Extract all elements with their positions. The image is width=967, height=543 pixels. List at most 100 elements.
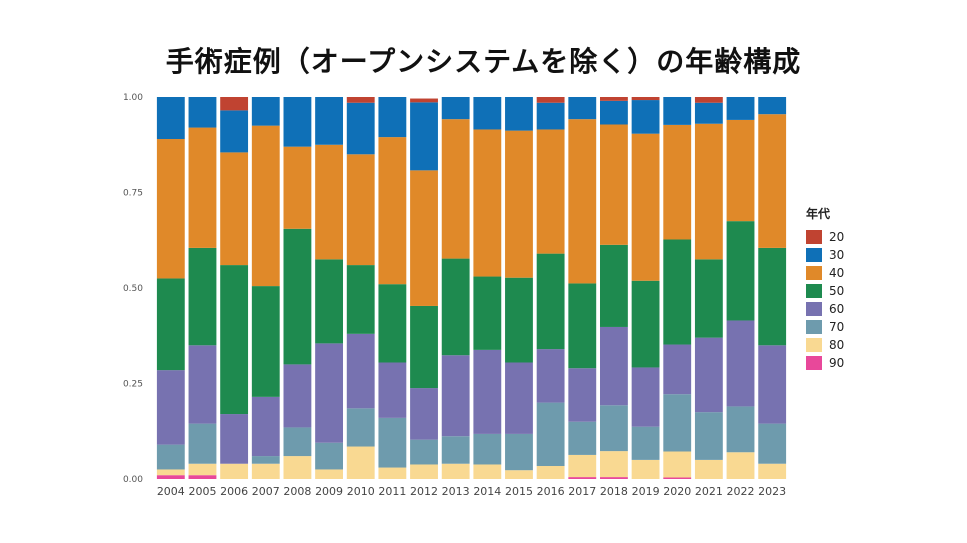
bar-segment-2018-70 — [600, 405, 628, 452]
x-tick-label: 2011 — [378, 485, 406, 498]
x-tick-label: 2008 — [283, 485, 311, 498]
bar-segment-2004-90 — [156, 475, 185, 479]
bar-segment-2011-30 — [378, 97, 407, 138]
x-tick-label: 2020 — [663, 485, 691, 498]
bar-segment-2021-50 — [694, 259, 723, 338]
bar-segment-2008-60 — [283, 364, 312, 428]
y-tick-label: 0.25 — [123, 380, 143, 390]
legend-label: 60 — [829, 302, 845, 316]
chart-title: 手術症例（オープンシステムを除く）の年齢構成 — [165, 45, 802, 78]
bar-segment-2006-80 — [220, 463, 249, 479]
bar-segment-2020-40 — [663, 124, 692, 240]
x-tick-label: 2018 — [600, 485, 628, 498]
bar-segment-2009-70 — [315, 442, 343, 470]
bar-segment-2018-50 — [600, 244, 628, 327]
bar-segment-2004-40 — [156, 139, 185, 279]
bar-segment-2005-40 — [188, 127, 217, 248]
bar-segment-2005-70 — [188, 423, 217, 464]
x-tick-label: 2014 — [473, 485, 501, 498]
bar-segment-2020-70 — [663, 394, 692, 452]
bar-segment-2005-50 — [188, 247, 217, 346]
x-tick-label: 2012 — [410, 485, 438, 498]
x-tick-label: 2016 — [537, 485, 565, 498]
bar-segment-2009-30 — [315, 97, 343, 145]
bar-segment-2023-70 — [758, 423, 787, 464]
bar-segment-2023-30 — [758, 97, 787, 115]
legend-swatch — [806, 302, 822, 316]
bar-segment-2016-30 — [536, 102, 565, 130]
bar-segment-2007-50 — [251, 286, 280, 397]
legend-swatch — [806, 266, 822, 280]
bar-segment-2008-50 — [283, 228, 312, 365]
bar-segment-2009-80 — [315, 469, 343, 479]
legend-item-20: 20 — [806, 228, 844, 246]
bar-segment-2007-80 — [251, 463, 280, 479]
bar-segment-2023-40 — [758, 114, 787, 248]
bar-segment-2018-20 — [600, 97, 628, 101]
bar-segment-2004-70 — [156, 444, 185, 470]
bar-segment-2019-80 — [631, 459, 660, 479]
x-tick-label: 2021 — [695, 485, 723, 498]
bar-segment-2022-50 — [726, 221, 755, 321]
legend-swatch — [806, 248, 822, 262]
x-tick-label: 2005 — [188, 485, 216, 498]
bar-segment-2004-60 — [156, 370, 185, 445]
bar-segment-2014-70 — [473, 433, 502, 465]
bar-segment-2017-50 — [568, 283, 597, 369]
x-tick-label: 2009 — [315, 485, 343, 498]
legend-swatch — [806, 320, 822, 334]
bar-segment-2014-30 — [473, 97, 502, 130]
bar-segment-2011-50 — [378, 284, 407, 363]
bar-segment-2021-70 — [694, 412, 723, 460]
bar-segment-2006-50 — [220, 265, 249, 415]
bar-segment-2021-40 — [694, 123, 723, 260]
bar-segment-2010-60 — [346, 333, 375, 409]
legend-label: 40 — [829, 266, 845, 280]
legend-item-50: 50 — [806, 282, 844, 300]
bar-segment-2009-40 — [315, 144, 343, 260]
bar-segment-2005-30 — [188, 97, 217, 128]
bar-segment-2020-30 — [663, 97, 692, 125]
legend-item-40: 40 — [806, 264, 844, 282]
legend-item-30: 30 — [806, 246, 844, 264]
bar-segment-2017-30 — [568, 97, 597, 120]
bar-segment-2011-70 — [378, 417, 407, 468]
bar-segment-2018-90 — [600, 477, 628, 479]
bar-segment-2015-40 — [505, 130, 533, 278]
bar-segment-2017-70 — [568, 421, 597, 455]
bar-segment-2006-40 — [220, 152, 249, 266]
bar-segment-2007-40 — [251, 125, 280, 287]
legend-items: 20 30 40 50 60 70 80 90 — [806, 228, 844, 372]
y-tick-label: 1.00 — [123, 93, 143, 103]
x-tick-label: 2006 — [220, 485, 248, 498]
bar-segment-2012-20 — [410, 98, 438, 103]
legend-item-60: 60 — [806, 300, 844, 318]
bar-segment-2007-30 — [251, 97, 280, 126]
bar-segment-2011-40 — [378, 137, 407, 285]
bar-segment-2010-40 — [346, 154, 375, 266]
x-axis: 2004 2005 2006 2007 2008 2009 2010 2011 2012 2013… — [157, 485, 786, 498]
bar-segment-2010-80 — [346, 446, 375, 479]
bar-segment-2014-40 — [473, 129, 502, 277]
bar-segment-2022-40 — [726, 119, 755, 222]
x-tick-label: 2015 — [505, 485, 533, 498]
bar-segment-2021-60 — [694, 337, 723, 413]
bar-segment-2013-70 — [441, 436, 470, 464]
bar-segment-2012-80 — [410, 464, 438, 479]
legend-item-70: 70 — [806, 318, 844, 336]
bar-segment-2013-30 — [441, 97, 470, 120]
legend-item-80: 80 — [806, 336, 844, 354]
bar-segment-2007-60 — [251, 396, 280, 457]
bar-segment-2015-60 — [505, 362, 533, 434]
bar-segment-2016-50 — [536, 253, 565, 350]
y-tick-label: 0.75 — [123, 189, 143, 199]
bar-segment-2011-60 — [378, 362, 407, 418]
x-tick-label: 2019 — [632, 485, 660, 498]
bar-segment-2023-60 — [758, 345, 787, 424]
bar-segment-2013-80 — [441, 463, 470, 479]
bar-segment-2006-60 — [220, 414, 249, 464]
legend-label: 90 — [829, 356, 845, 370]
bar-segment-2010-50 — [346, 265, 375, 334]
bar-segment-2010-70 — [346, 408, 375, 447]
